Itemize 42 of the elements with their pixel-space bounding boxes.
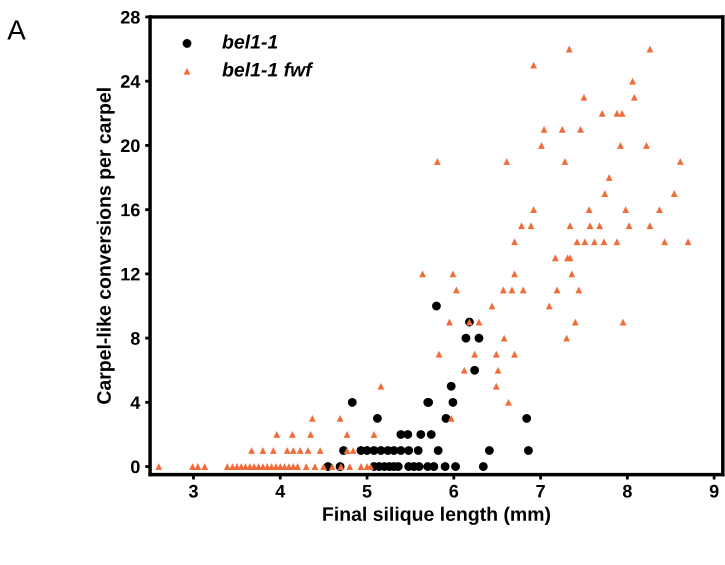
point (403, 430, 412, 439)
y-tick-label: 24 (120, 75, 140, 88)
legend-label: bel1-1 fwf (222, 62, 314, 77)
point (451, 462, 460, 471)
point (442, 414, 450, 423)
y-axis-title: Carpel-like conversions per carpel (96, 88, 115, 404)
point (484, 446, 494, 455)
point (426, 430, 436, 439)
point (373, 414, 382, 423)
x-tick-label: 4 (276, 484, 286, 498)
point (446, 382, 456, 391)
point (448, 398, 458, 407)
point (414, 446, 423, 455)
point (348, 398, 357, 407)
point (432, 302, 441, 310)
y-tick-label: 8 (130, 332, 140, 345)
y-tick-label: 12 (121, 268, 140, 280)
point (416, 430, 426, 439)
y-tick-label: 16 (121, 204, 140, 216)
x-tick-label: 5 (362, 484, 372, 498)
y-tick-label: 20 (120, 139, 140, 152)
legend-label: bel1-1 (222, 34, 278, 49)
x-tick-label: 7 (536, 484, 545, 498)
y-tick-label: 4 (130, 396, 140, 409)
point (524, 446, 533, 455)
x-tick-label: 6 (449, 484, 458, 498)
x-tick-label: 3 (188, 484, 198, 498)
point (522, 414, 532, 423)
x-axis-title: Final silique length (mm) (323, 506, 550, 525)
text: A (7, 20, 26, 40)
point (396, 446, 406, 455)
point (474, 334, 484, 342)
y-tick-label: 0 (131, 460, 140, 474)
point (440, 462, 450, 471)
y-tick-label: 28 (120, 10, 140, 24)
point (404, 446, 414, 455)
point (462, 334, 470, 342)
x-tick-label: 8 (622, 484, 632, 498)
point (470, 366, 480, 375)
point (478, 462, 488, 471)
point (434, 446, 443, 455)
x-tick-label: 9 (710, 484, 718, 498)
